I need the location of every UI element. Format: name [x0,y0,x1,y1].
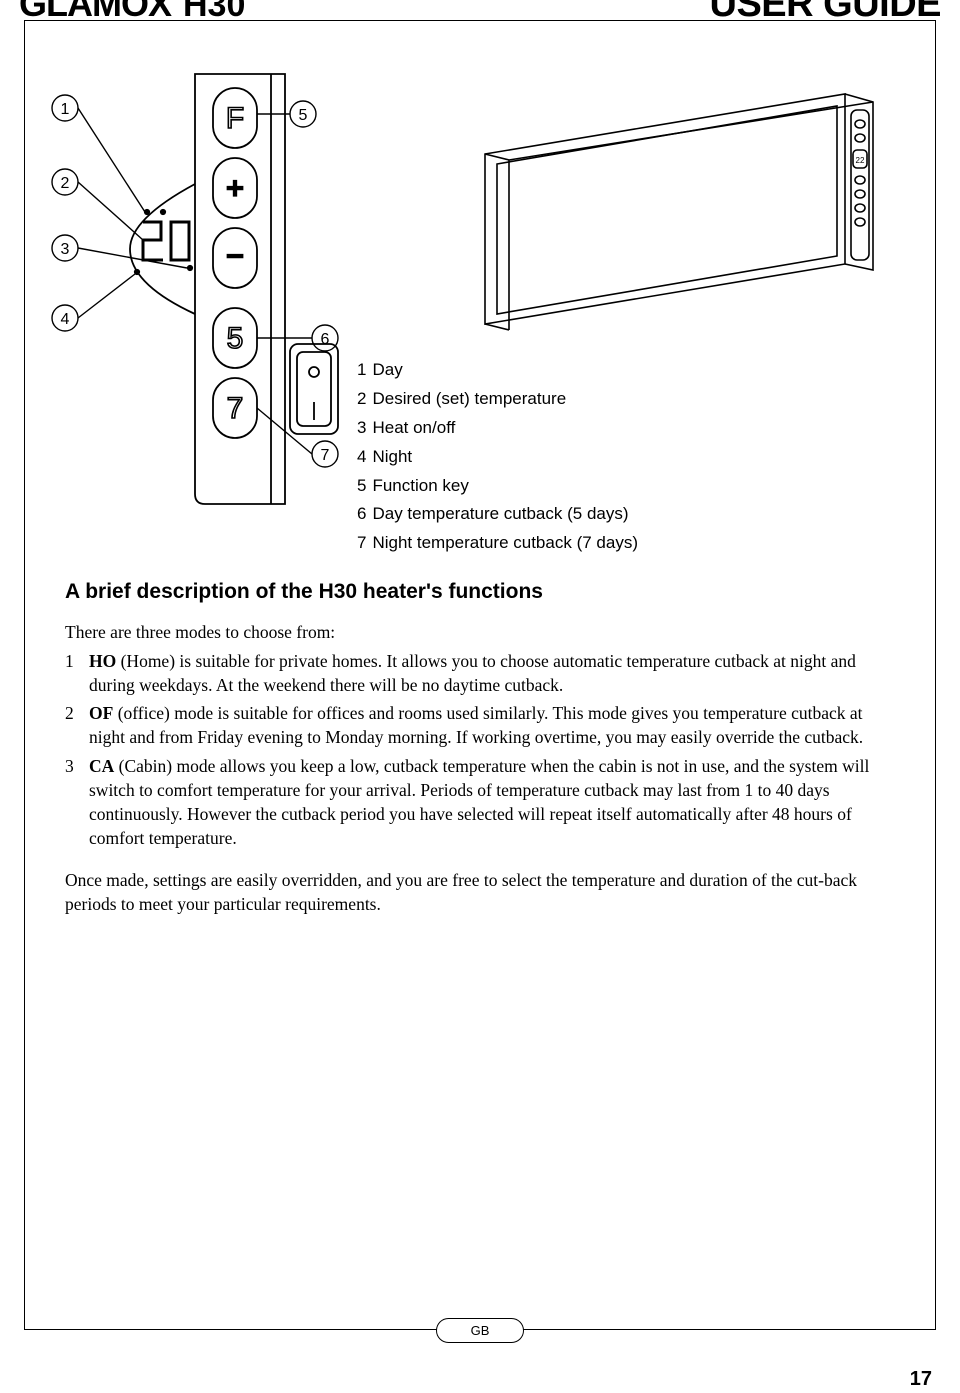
page-number: 17 [910,1368,932,1391]
legend-item: 5Function key [357,472,638,501]
model-label: H30 [183,0,245,25]
figure-area: F + − 5 7 [25,64,935,534]
callout-2: 2 [61,175,70,192]
mode-item: 1 HO (Home) is suitable for private home… [65,649,895,697]
callout-3: 3 [61,241,70,258]
body-content: A brief description of the H30 heater's … [25,534,935,916]
mode-code: HO [89,651,116,671]
guide-label: USER GUIDE [710,0,941,26]
control-panel-diagram: F + − 5 7 [35,64,365,534]
plus-button-glyph: + [226,172,244,205]
five-button-glyph: 5 [227,322,244,355]
legend-item: 7Night temperature cutback (7 days) [357,529,638,558]
f-button-glyph: F [226,102,244,135]
legend-item: 2Desired (set) temperature [357,385,638,414]
brand-group: GLAMOX H30 [19,0,245,25]
page-frame: GLAMOX H30 USER GUIDE [24,20,936,1330]
modes-list: 1 HO (Home) is suitable for private home… [65,649,895,850]
brand-logo: GLAMOX [19,0,171,25]
section-title: A brief description of the H30 heater's … [65,580,895,604]
legend-item: 6Day temperature cutback (5 days) [357,500,638,529]
callout-6: 6 [321,331,330,348]
callout-5: 5 [299,107,308,124]
callout-7: 7 [321,447,330,464]
footer: GB [25,1318,935,1343]
seven-button-glyph: 7 [227,392,244,425]
mode-item: 3 CA (Cabin) mode allows you keep a low,… [65,754,895,851]
legend-item: 3Heat on/off [357,414,638,443]
legend-item: 1Day [357,356,638,385]
panel-small-display: 22 [856,156,865,165]
mode-code: CA [89,756,114,776]
mode-item: 2 OF (office) mode is suitable for offic… [65,701,895,749]
intro-text: There are three modes to choose from: [65,622,895,643]
minus-button-glyph: − [226,240,244,273]
callout-1: 1 [61,101,70,118]
language-pill: GB [436,1318,525,1343]
callout-4: 4 [61,311,70,328]
mode-code: OF [89,703,113,723]
header: GLAMOX H30 USER GUIDE [19,0,941,34]
legend-item: 4Night [357,443,638,472]
heater-panel-diagram: 22 [465,74,905,354]
closing-text: Once made, settings are easily overridde… [65,868,895,916]
legend-list: 1Day 2Desired (set) temperature 3Heat on… [357,356,638,558]
